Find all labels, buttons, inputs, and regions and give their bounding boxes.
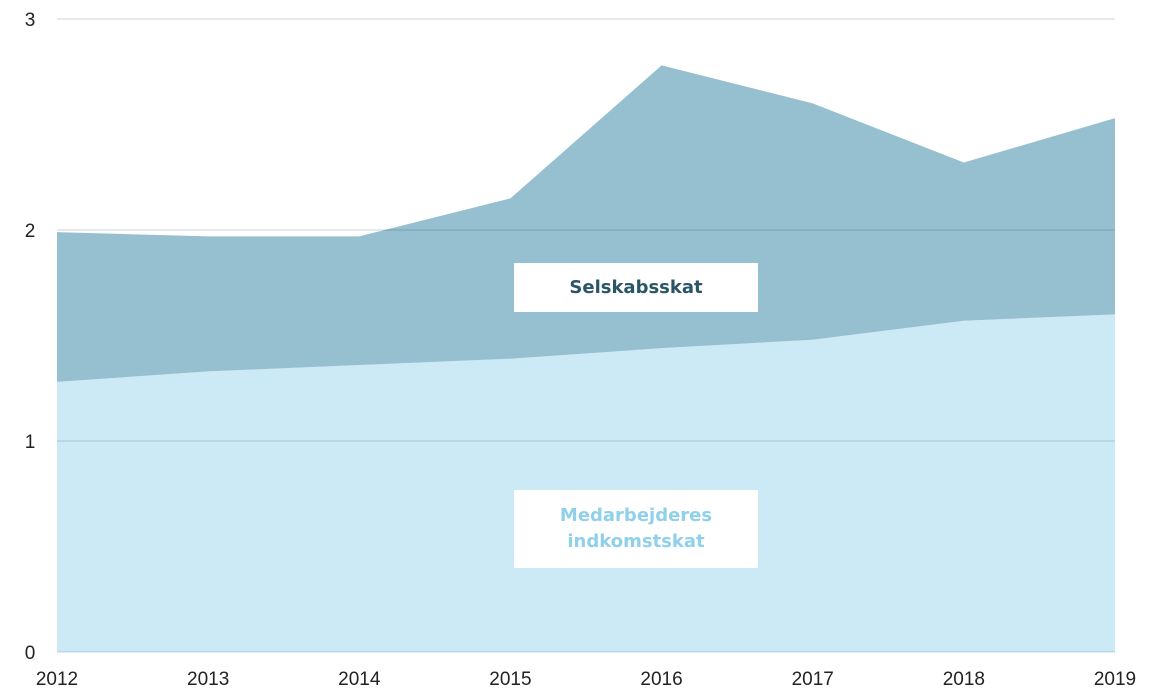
y-tick-label: 2 (25, 221, 36, 242)
x-tick-label: 2015 (489, 669, 531, 690)
x-tick-label: 2016 (640, 669, 682, 690)
x-tick-label: 2018 (943, 669, 985, 690)
series-label: Selskabsskat (514, 263, 758, 312)
x-tick-label: 2013 (187, 669, 229, 690)
x-tick-label: 2014 (338, 669, 381, 690)
x-tick-label: 2017 (792, 669, 834, 690)
x-tick-label: 2012 (36, 669, 78, 690)
area (57, 314, 1115, 652)
series-label: Medarbejderes indkomstskat (514, 490, 758, 568)
x-tick-label: 2019 (1094, 669, 1136, 690)
area (57, 65, 1115, 382)
y-tick-label: 0 (25, 643, 36, 664)
y-tick-label: 1 (25, 432, 36, 453)
y-tick-label: 3 (25, 10, 36, 31)
